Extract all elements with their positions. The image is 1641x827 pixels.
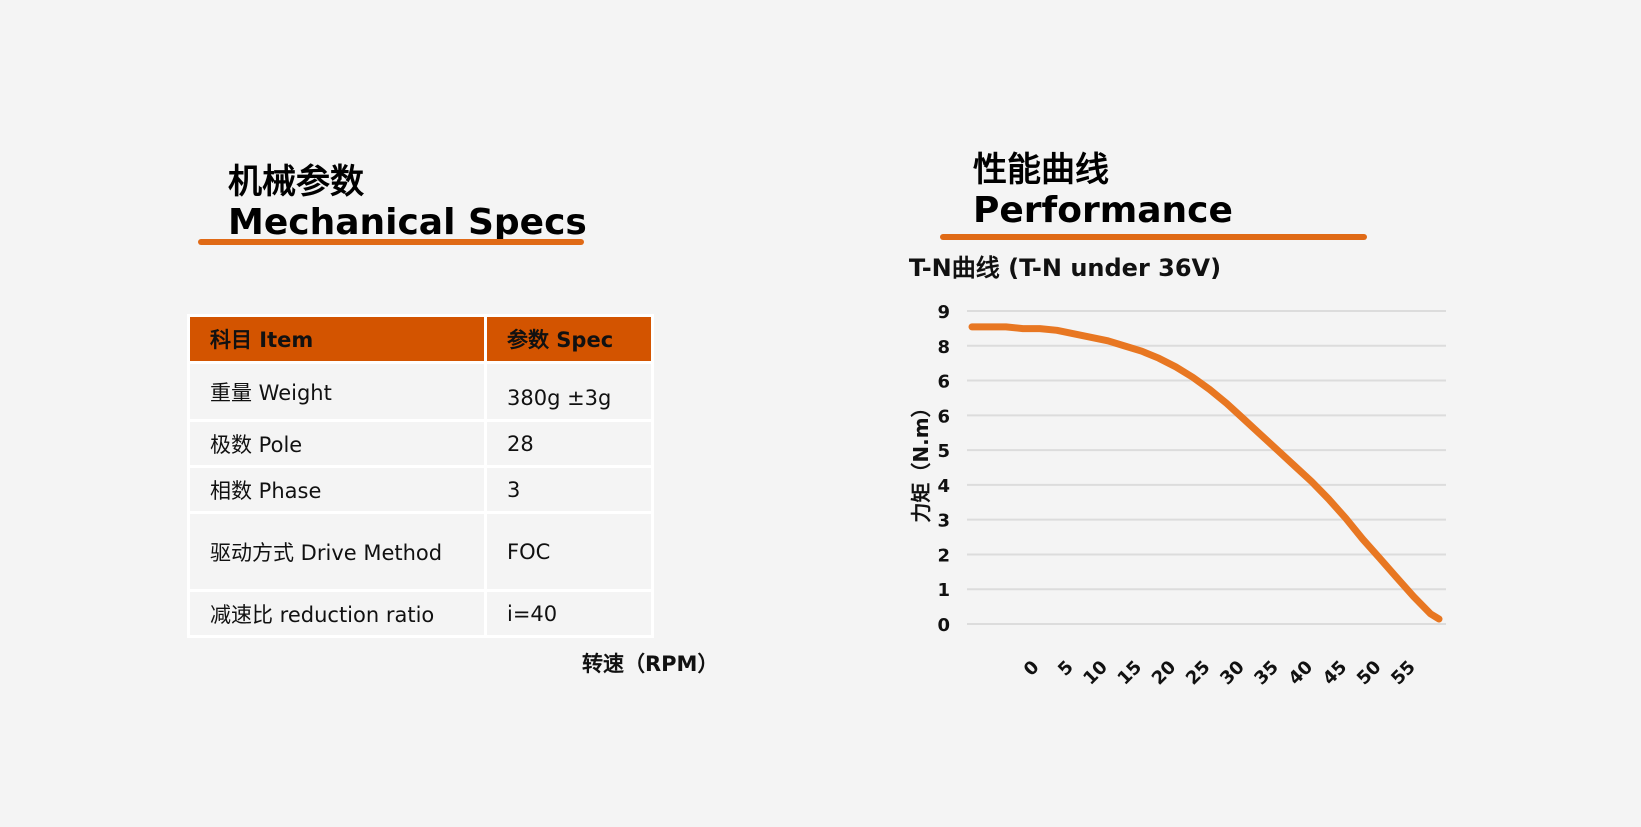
x-tick-label: 50 <box>1353 657 1386 690</box>
mechanical-specs-title-cn: 机械参数 <box>228 162 364 202</box>
y-tick-label: 8 <box>937 337 950 358</box>
chart-x-ticks: 0 5 10 15 20 25 30 35 40 45 50 55 <box>1020 657 1420 690</box>
specs-table: 科目 Item 参数 Spec 重量 Weight 380g ±3g 极数 Po… <box>187 314 654 638</box>
chart-y-ticks: 0 1 2 3 4 5 6 6 8 9 <box>937 302 950 636</box>
header-item: 科目 Item <box>187 314 487 364</box>
specs-table-header: 科目 Item 参数 Spec <box>187 314 654 364</box>
y-tick-label: 1 <box>937 580 950 601</box>
y-tick-label: 4 <box>937 476 950 497</box>
performance-heading: 性能曲线 Performance <box>973 150 1233 232</box>
row-phase-label: 相数 Phase <box>187 465 487 514</box>
x-tick-label: 45 <box>1319 657 1352 690</box>
y-tick-label: 6 <box>937 406 950 427</box>
row-pole-value: 28 <box>484 419 654 468</box>
chart-y-axis-label: 力矩（N.m） <box>909 397 933 522</box>
table-row: 极数 Pole 28 <box>187 419 654 468</box>
x-tick-label: 30 <box>1216 657 1249 690</box>
y-tick-label: 9 <box>937 302 950 323</box>
row-phase-value: 3 <box>484 465 654 514</box>
table-row: 重量 Weight 380g ±3g <box>187 361 654 422</box>
x-tick-label: 35 <box>1250 657 1283 690</box>
row-ratio-label: 减速比 reduction ratio <box>187 589 487 638</box>
performance-title-cn: 性能曲线 <box>973 150 1109 190</box>
y-tick-label: 6 <box>937 372 950 393</box>
x-tick-label: 5 <box>1054 657 1078 681</box>
row-ratio-value: i=40 <box>484 589 654 638</box>
y-tick-label: 5 <box>937 441 950 462</box>
y-tick-label: 3 <box>937 511 950 532</box>
x-tick-label: 10 <box>1079 657 1112 690</box>
chart-title: T-N曲线 (T-N under 36V) <box>909 254 1221 282</box>
row-drive-value: FOC <box>484 511 654 592</box>
chart-grid <box>967 310 1446 625</box>
mechanical-specs-underline <box>198 239 584 245</box>
row-weight-value: 380g ±3g <box>484 361 654 422</box>
row-drive-label: 驱动方式 Drive Method <box>187 511 487 592</box>
y-tick-label: 2 <box>937 545 950 566</box>
table-row: 驱动方式 Drive Method FOC <box>187 511 654 592</box>
performance-title-en: Performance <box>973 190 1233 231</box>
header-spec: 参数 Spec <box>484 314 654 364</box>
y-tick-label: 0 <box>937 615 950 636</box>
table-row: 相数 Phase 3 <box>187 465 654 514</box>
x-tick-label: 40 <box>1285 657 1318 690</box>
x-tick-label: 0 <box>1020 657 1044 681</box>
x-tick-label: 25 <box>1182 657 1215 690</box>
row-pole-label: 极数 Pole <box>187 419 487 468</box>
mechanical-specs-heading: 机械参数 Mechanical Specs <box>228 162 587 244</box>
x-tick-label: 15 <box>1114 657 1147 690</box>
performance-underline <box>940 234 1367 240</box>
x-tick-label: 55 <box>1387 657 1420 690</box>
row-weight-label: 重量 Weight <box>187 361 487 422</box>
table-row: 减速比 reduction ratio i=40 <box>187 589 654 638</box>
mechanical-specs-title-en: Mechanical Specs <box>228 202 587 243</box>
x-tick-label: 20 <box>1148 657 1181 690</box>
chart-series-line <box>968 323 1443 623</box>
chart-x-axis-label: 转速（RPM） <box>582 652 719 676</box>
